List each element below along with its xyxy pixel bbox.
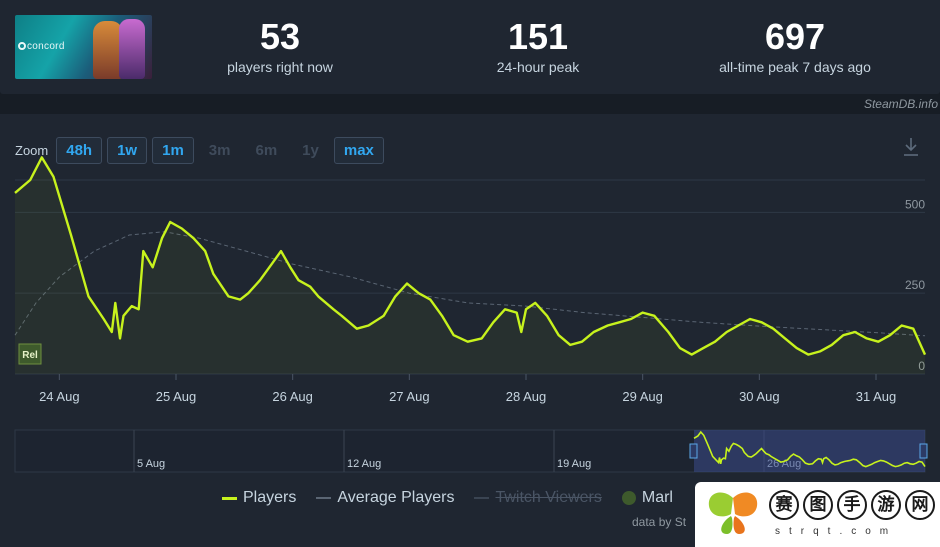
hero-art [119, 19, 145, 79]
zoom-max-button[interactable]: max [333, 136, 384, 164]
x-tick-label: 27 Aug [389, 389, 430, 404]
zoom-1y-button: 1y [302, 141, 319, 159]
game-thumbnail[interactable]: concord [15, 15, 152, 79]
x-tick-label: 30 Aug [739, 389, 780, 404]
legend-swatch [222, 496, 237, 500]
navigator-tick-label: 5 Aug [137, 458, 165, 470]
steamdb-credit[interactable]: SteamDB.info [863, 97, 938, 111]
x-axis: 24 Aug 25 Aug 26 Aug 27 Aug 28 Aug 29 Aug 30 A… [39, 374, 896, 404]
legend-twitch-viewers[interactable]: Twitch Viewers [474, 489, 602, 507]
watermark-char: 赛 [769, 490, 799, 520]
legend-label: Marl [641, 489, 673, 506]
x-tick-label: 25 Aug [156, 389, 197, 404]
watermark: 赛 图 手 游 网 strqt.com [695, 482, 940, 547]
stat-value: 697 [764, 16, 826, 57]
y-tick-label: 0 [918, 359, 925, 373]
series-players [14, 156, 927, 356]
zoom-1m-button[interactable]: 1m [152, 136, 194, 164]
zoom-controls: Zoom 48h 1w 1m 3m 6m 1y max [15, 136, 389, 164]
data-source-note: data by St [632, 515, 687, 529]
x-tick-label: 29 Aug [622, 389, 663, 404]
stat-players-now: 53 players right now [180, 16, 380, 76]
watermark-char: 图 [803, 490, 833, 520]
y-axis: 0 250 500 [905, 197, 925, 373]
watermark-char: 游 [871, 490, 901, 520]
legend-markers[interactable]: Marl [621, 489, 673, 507]
navigator-handle-right[interactable] [919, 443, 928, 459]
navigator-series [693, 430, 926, 468]
stat-label: players right now [227, 59, 333, 75]
legend-average-players[interactable]: Average Players [316, 489, 454, 507]
navigator-tick-label: 12 Aug [347, 458, 381, 470]
watermark-char: 网 [905, 490, 935, 520]
stat-label: 24-hour peak [496, 59, 580, 75]
navigator-tick-label: 19 Aug [557, 458, 591, 470]
concord-logo-icon [18, 42, 26, 50]
x-tick-label: 24 Aug [39, 389, 80, 404]
series-average-players [14, 231, 926, 337]
legend-label: Players [243, 489, 297, 506]
butterfly-logo-icon [708, 492, 758, 534]
x-tick-label: 28 Aug [506, 389, 547, 404]
watermark-char: 手 [837, 490, 867, 520]
zoom-6m-button: 6m [255, 141, 278, 159]
legend-players[interactable]: Players [222, 489, 296, 507]
watermark-text: 赛 图 手 游 网 [769, 490, 939, 520]
stat-all-time-peak: 697 all-time peak 7 days ago [695, 16, 895, 76]
legend-swatch [316, 497, 332, 499]
player-chart[interactable]: 0 250 500 24 Aug 25 Aug 26 Aug 27 Aug 28 Aug 29… [0, 114, 940, 547]
legend-swatch [474, 497, 490, 499]
legend-label: Twitch Viewers [495, 489, 602, 506]
download-icon[interactable] [902, 136, 920, 158]
x-tick-label: 31 Aug [856, 389, 897, 404]
zoom-3m-button: 3m [208, 141, 231, 159]
release-flag-label: Rel [22, 350, 38, 361]
chart-legend: Players Average Players Twitch Viewers M… [222, 489, 693, 507]
stat-label: all-time peak 7 days ago [719, 59, 871, 75]
game-logo-text: concord [27, 41, 65, 52]
series-players-area [15, 157, 925, 374]
y-tick-label: 250 [905, 278, 925, 292]
y-tick-label: 500 [905, 197, 925, 211]
x-tick-label: 26 Aug [272, 389, 313, 404]
stat-24h-peak: 151 24-hour peak [438, 16, 638, 76]
legend-swatch [621, 491, 636, 505]
hero-art [93, 21, 123, 79]
zoom-1w-button[interactable]: 1w [107, 136, 148, 164]
zoom-label: Zoom [15, 142, 49, 158]
watermark-url: strqt.com [775, 526, 898, 537]
zoom-48h-button[interactable]: 48h [56, 136, 103, 164]
stats-header: concord 53 players right now 151 24-hour… [0, 0, 940, 94]
release-flag[interactable]: Rel [18, 343, 42, 365]
stat-value: 151 [507, 16, 569, 57]
chart-grid [15, 179, 925, 375]
navigator-handle-left[interactable] [689, 443, 698, 459]
stat-value: 53 [259, 16, 301, 57]
legend-label: Average Players [337, 489, 455, 506]
chart-card: Zoom 48h 1w 1m 3m 6m 1y max 0 250 500 24 A… [0, 114, 940, 547]
